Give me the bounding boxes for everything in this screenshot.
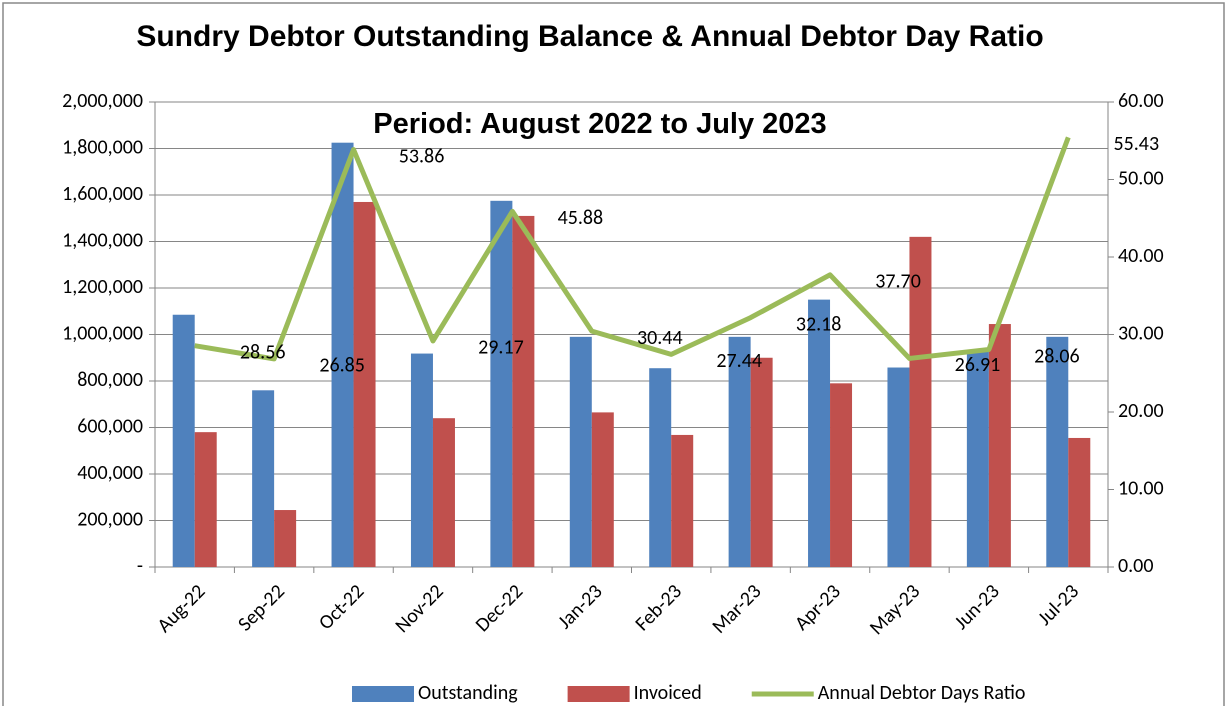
data-label: 28.56 bbox=[240, 340, 286, 364]
x-tick-label: Aug-22 bbox=[152, 580, 210, 638]
bar bbox=[909, 236, 932, 567]
x-tick-label: May-23 bbox=[865, 580, 925, 640]
data-label: 29.17 bbox=[478, 336, 524, 360]
legend-swatch bbox=[567, 686, 630, 702]
y-tick-label: 400,000 bbox=[77, 461, 143, 485]
bar bbox=[671, 434, 694, 567]
x-tick-label: Nov-22 bbox=[390, 580, 448, 638]
x-tick-label: Sep-22 bbox=[233, 580, 290, 637]
y-tick-label: 1,200,000 bbox=[62, 275, 143, 299]
chart-title: Sundry Debtor Outstanding Balance & Annu… bbox=[136, 20, 1044, 53]
legend-label: Invoiced bbox=[634, 681, 702, 705]
bar bbox=[1046, 336, 1069, 567]
bar bbox=[274, 510, 297, 567]
line-series bbox=[194, 136, 1071, 362]
data-label: 55.43 bbox=[1113, 132, 1159, 156]
y-tick-label: 600,000 bbox=[77, 414, 143, 438]
legend-label: Annual Debtor Days Ratio bbox=[818, 681, 1026, 705]
chart-subtitle: Period: August 2022 to July 2023 bbox=[373, 108, 827, 140]
x-tick-label: Mar-23 bbox=[707, 580, 766, 639]
bar bbox=[649, 368, 672, 567]
bar bbox=[830, 383, 853, 567]
x-tick-label: Apr-23 bbox=[790, 580, 846, 636]
bar bbox=[490, 200, 513, 567]
bar bbox=[194, 432, 217, 567]
y-tick-label: 800,000 bbox=[77, 368, 143, 392]
y-tick-label: 1,600,000 bbox=[62, 182, 143, 206]
x-tick-label: Jul-23 bbox=[1033, 580, 1084, 631]
x-tick-label: Feb-23 bbox=[630, 580, 686, 636]
y2-tick-label: 40.00 bbox=[1118, 244, 1164, 268]
bar bbox=[728, 336, 751, 567]
bar bbox=[432, 418, 455, 567]
y-tick-label: 1,000,000 bbox=[62, 321, 143, 345]
bar bbox=[1068, 437, 1091, 567]
y2-tick-label: 20.00 bbox=[1118, 399, 1164, 423]
bar bbox=[591, 412, 614, 567]
data-label: 28.06 bbox=[1034, 344, 1080, 368]
y2-tick-label: 0.00 bbox=[1118, 554, 1153, 578]
data-label: 26.91 bbox=[955, 353, 1001, 377]
bar bbox=[252, 390, 275, 567]
data-label: 30.44 bbox=[637, 326, 683, 350]
bar bbox=[410, 353, 433, 567]
y2-tick-label: 50.00 bbox=[1118, 166, 1164, 190]
x-tick-label: Jan-23 bbox=[553, 580, 607, 634]
data-label: 26.85 bbox=[319, 354, 365, 378]
y-tick-label: 200,000 bbox=[77, 507, 143, 531]
data-label: 45.88 bbox=[558, 206, 604, 230]
y-tick-label: - bbox=[137, 554, 143, 578]
bar bbox=[988, 324, 1011, 567]
y2-tick-label: 10.00 bbox=[1118, 476, 1164, 500]
x-tick-label: Jun-23 bbox=[949, 580, 1004, 635]
legend-label: Outstanding bbox=[418, 681, 518, 705]
y-tick-label: 1,800,000 bbox=[62, 135, 143, 159]
y-tick-label: 1,400,000 bbox=[62, 228, 143, 252]
y-tick-label: 2,000,000 bbox=[62, 89, 143, 113]
x-tick-label: Dec-22 bbox=[471, 580, 528, 637]
bar bbox=[512, 215, 535, 568]
bar bbox=[353, 201, 376, 567]
data-label: 53.86 bbox=[399, 144, 445, 168]
bar bbox=[331, 142, 354, 567]
data-label: 32.18 bbox=[796, 312, 842, 336]
bar bbox=[569, 336, 592, 567]
y2-tick-label: 60.00 bbox=[1118, 89, 1164, 113]
data-label: 27.44 bbox=[716, 349, 762, 373]
legend-swatch bbox=[352, 686, 414, 702]
y2-tick-label: 30.00 bbox=[1118, 321, 1164, 345]
bar bbox=[966, 350, 989, 567]
x-tick-label: Oct-22 bbox=[314, 580, 369, 635]
bar bbox=[750, 357, 773, 567]
bar bbox=[172, 314, 195, 567]
bar bbox=[808, 299, 831, 567]
bar bbox=[887, 367, 910, 567]
data-label: 37.70 bbox=[875, 270, 921, 294]
